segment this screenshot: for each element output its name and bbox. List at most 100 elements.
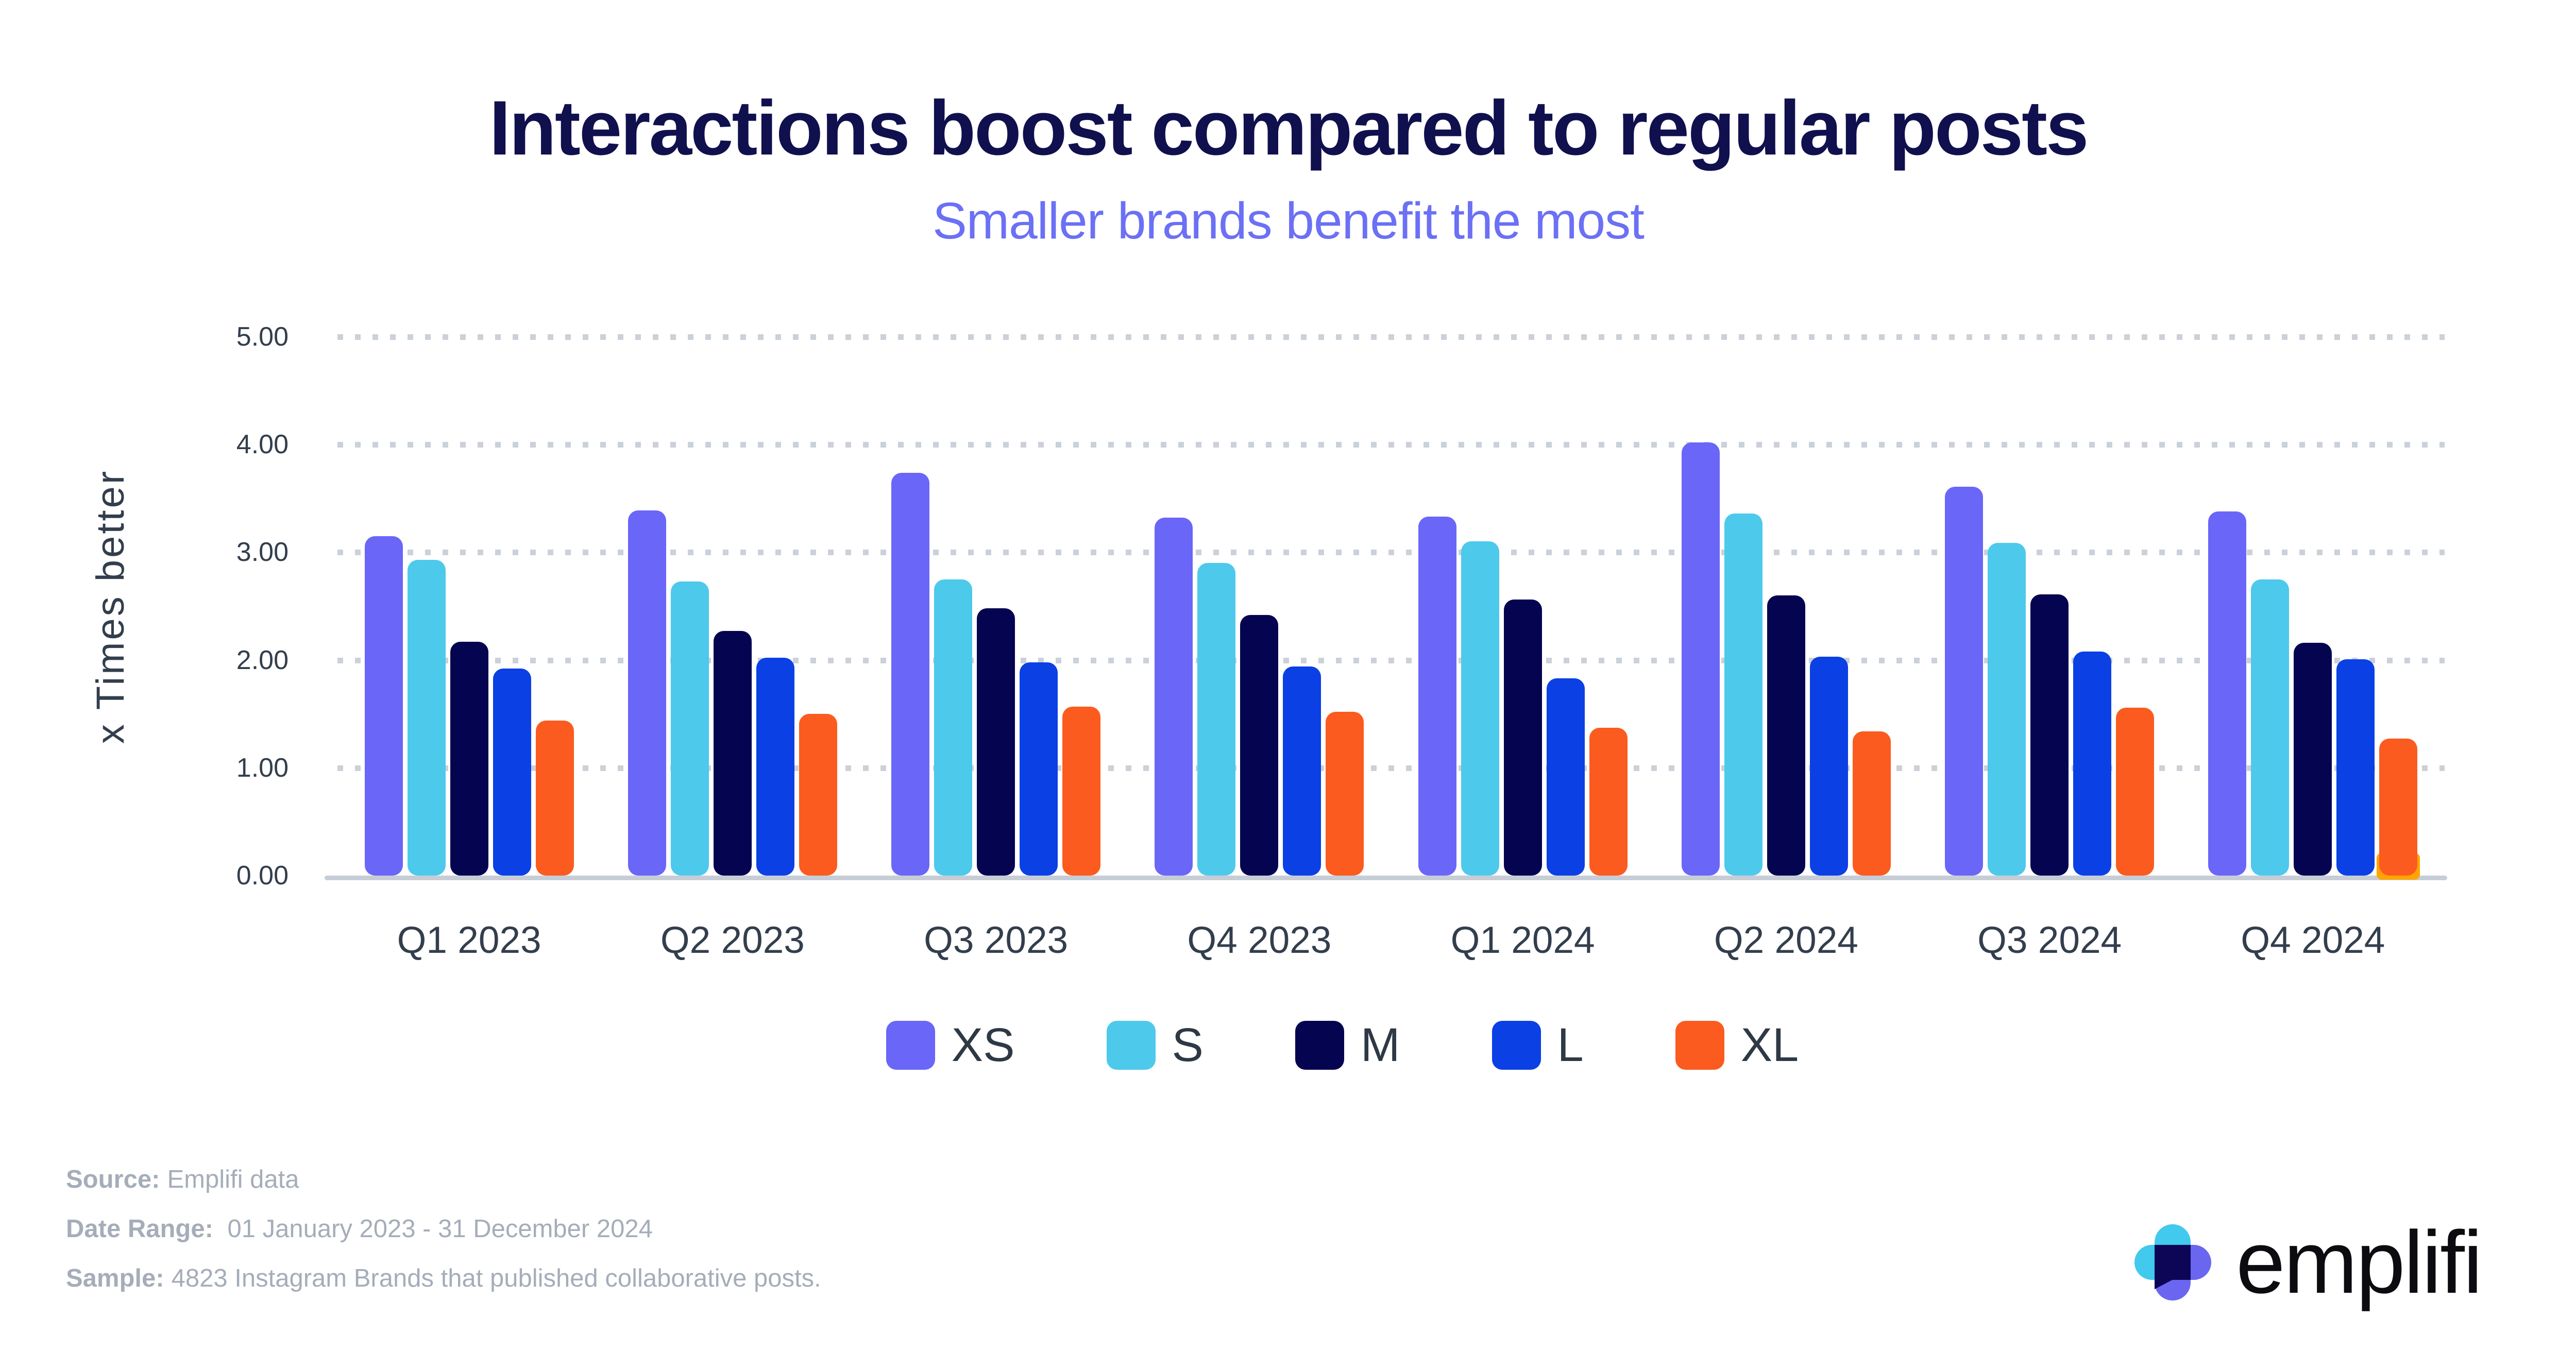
legend-swatch-m [1295,1021,1344,1070]
x-label-q2-2023: Q2 2023 [660,919,805,961]
bar-l-q1-2024 [1546,678,1585,876]
y-tick-label-3.00: 3.00 [236,537,289,568]
footer-sample-text: 4823 Instagram Brands that published col… [171,1264,821,1292]
bar-m-q1-2023 [450,642,488,876]
bar-l-q2-2024 [1809,657,1848,876]
bar-s-q2-2024 [1724,514,1762,876]
footer-source-text: Emplifi data [167,1166,299,1193]
emplifi-wordmark: emplifi [2236,1213,2483,1312]
legend-swatch-xl [1675,1021,1724,1070]
bar-s-q1-2023 [407,560,446,876]
bar-xs-q2-2023 [628,510,666,876]
legend-item-xs: XS [886,1018,1015,1072]
legend-label-s: S [1172,1019,1204,1071]
legend-label-l: L [1557,1019,1584,1071]
bar-xl-q2-2023 [799,714,837,876]
bar-s-q2-2023 [670,581,709,876]
legend-swatch-s [1106,1021,1156,1070]
bar-s-q4-2023 [1197,563,1236,876]
chart-subtitle: Smaller brands benefit the most [933,192,1645,250]
bar-l-q3-2024 [2073,651,2112,876]
y-axis-title: x Times better [67,337,155,876]
bar-s-q1-2024 [1461,541,1499,876]
bar-xs-q4-2024 [2208,511,2247,876]
bar-xl-q1-2023 [535,720,574,876]
bar-xl-q2-2024 [1852,731,1891,876]
legend-swatch-xs [886,1021,935,1070]
x-label-q4-2023: Q4 2023 [1187,919,1332,961]
bar-group-q4-2024 [2181,337,2445,880]
legend-label-xl: XL [1740,1019,1799,1071]
bar-m-q4-2024 [2294,643,2332,876]
y-tick-label-5.00: 5.00 [236,322,289,352]
bar-m-q3-2024 [2030,594,2069,876]
legend-label-m: M [1360,1019,1400,1071]
bar-l-q1-2023 [493,669,531,876]
bar-l-q2-2023 [756,658,794,876]
footer-daterange-line: Date Range: 01 January 2023 - 31 Decembe… [66,1204,821,1254]
bar-m-q3-2023 [977,608,1015,876]
bar-xl-q1-2024 [1589,728,1628,876]
bar-s-q4-2024 [2251,579,2290,876]
bar-xl-q4-2024 [2379,739,2418,876]
bar-m-q4-2023 [1240,614,1279,876]
x-label-q3-2023: Q3 2023 [924,919,1069,961]
plot-area [325,334,2447,880]
footer-daterange-label: Date Range: [66,1215,213,1243]
bar-xs-q3-2023 [891,472,930,876]
logo-center-square [2154,1244,2191,1280]
legend-swatch-l [1492,1021,1541,1070]
y-tick-label-4.00: 4.00 [236,430,289,460]
footer-sample-label: Sample: [66,1264,164,1292]
gridline-5.00 [337,334,2445,340]
footer-sample-line: Sample: 4823 Instagram Brands that publis… [66,1254,821,1303]
y-axis-title-text: x Times better [89,469,133,744]
bar-l-q4-2023 [1283,666,1321,876]
bar-s-q3-2023 [934,579,973,876]
bar-group-q1-2024 [1391,337,1654,876]
emplifi-logo: emplifi [2134,1211,2483,1313]
emplifi-logo-mark-icon [2134,1224,2211,1300]
footer-source-line: Source: Emplifi data [66,1155,821,1204]
bar-xl-q4-2023 [1326,712,1364,876]
bar-m-q2-2023 [713,631,752,876]
gridline-1.00 [337,765,2445,771]
x-label-q4-2024: Q4 2024 [2241,919,2385,961]
footer-source-label: Source: [66,1166,160,1193]
bar-m-q2-2024 [1767,595,1805,876]
legend: XS S M L XL [108,1018,2576,1072]
bar-l-q4-2024 [2336,659,2375,876]
bar-group-q4-2023 [1128,337,1391,876]
y-tick-label-2.00: 2.00 [236,645,289,675]
gridline-2.00 [337,657,2445,663]
bar-xs-q1-2024 [1418,517,1456,876]
bar-xs-q3-2024 [1945,486,1984,876]
bar-xs-q4-2023 [1155,518,1193,876]
y-tick-label-1.00: 1.00 [236,752,289,783]
x-label-q3-2024: Q3 2024 [1977,919,2122,961]
gridline-3.00 [337,550,2445,556]
legend-item-s: S [1106,1018,1204,1072]
bar-xl-q3-2024 [2116,707,2155,876]
chart-title: Interactions boost compared to regular p… [489,84,2089,171]
footer-notes: Source: Emplifi data Date Range: 01 Janua… [66,1155,821,1303]
bar-xl-q3-2023 [1062,706,1101,876]
bar-s-q3-2024 [1988,542,2026,876]
gridline-4.00 [337,442,2445,448]
x-label-q2-2024: Q2 2024 [1714,919,1858,961]
bar-xs-q2-2024 [1681,442,1720,876]
bar-group-q1-2023 [337,337,601,876]
legend-label-xs: XS [951,1019,1015,1071]
legend-item-m: M [1295,1018,1400,1072]
bar-group-q2-2023 [601,337,864,876]
bar-group-q2-2024 [1654,337,1918,876]
bar-xs-q1-2023 [364,536,403,876]
bar-l-q3-2023 [1020,662,1058,876]
bar-m-q1-2024 [1503,600,1542,876]
bar-group-q3-2024 [1918,337,2181,876]
footer-daterange-text: 01 January 2023 - 31 December 2024 [220,1215,653,1243]
legend-item-l: L [1492,1018,1584,1072]
x-label-q1-2024: Q1 2024 [1450,919,1595,961]
x-label-q1-2023: Q1 2023 [397,919,541,961]
legend-item-xl: XL [1675,1018,1799,1072]
